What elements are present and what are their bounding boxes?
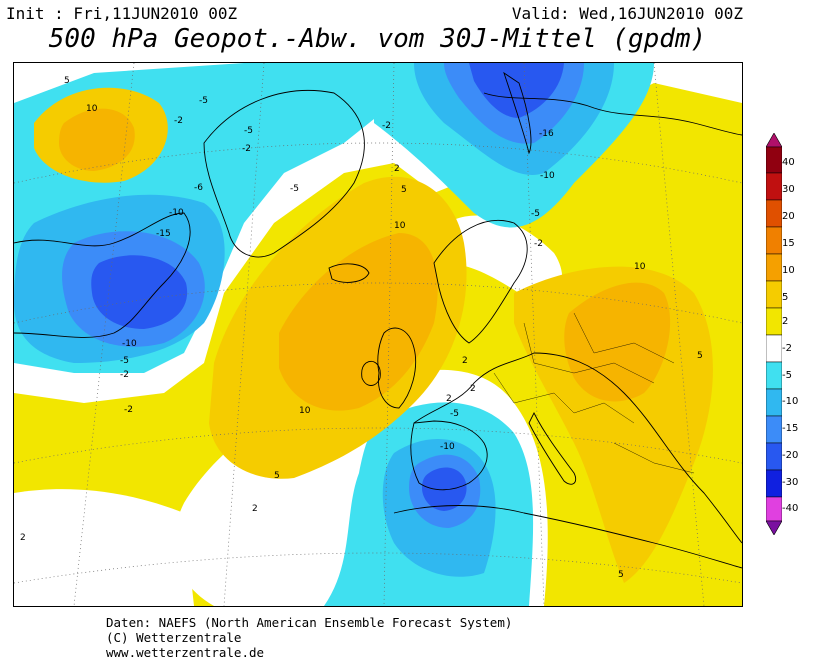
contour-label: 5	[274, 471, 280, 481]
colorbar-label: 10	[782, 265, 795, 276]
contour-label: -5	[290, 184, 299, 194]
contour-label: 5	[697, 351, 703, 361]
colorbar-label: -30	[782, 477, 799, 488]
contour-label: -2	[174, 116, 183, 126]
contour-label: -5	[450, 409, 459, 419]
footer-website-link[interactable]: www.wetterzentrale.de	[106, 645, 265, 660]
contour-label: 2	[462, 356, 468, 366]
anomaly-map: 5 10 -5 -2 -5 -2 -6 -10 -15 -10 -5 -2 -2…	[13, 62, 743, 607]
contour-label: -10	[169, 208, 184, 218]
contour-label: 10	[86, 104, 98, 114]
contour-label: 5	[618, 570, 624, 580]
contour-label: -16	[539, 129, 554, 139]
contour-label: -15	[156, 229, 171, 239]
colorbar-label: -15	[782, 423, 799, 434]
contour-label: 5	[64, 76, 70, 86]
contour-label: -10	[540, 171, 555, 181]
colorbar-label: 15	[782, 238, 795, 249]
valid-time: Valid: Wed,16JUN2010 00Z	[511, 4, 743, 23]
contour-label: 2	[252, 504, 258, 514]
colorbar-label: 30	[782, 184, 795, 195]
colorbar-label: -5	[782, 370, 792, 381]
contour-label: -5	[244, 126, 253, 136]
contour-label: -5	[120, 356, 129, 366]
contour-label: -2	[534, 239, 543, 249]
contour-label: 10	[394, 221, 406, 231]
footer-copyright: (C) Wetterzentrale	[106, 630, 242, 645]
contour-label: -2	[124, 405, 133, 415]
contour-label: -10	[440, 442, 455, 452]
color-scale-bar	[765, 132, 783, 536]
map-title: 500 hPa Geopot.-Abw. vom 30J-Mittel (gpd…	[48, 24, 707, 54]
colorbar-label: 5	[782, 292, 789, 303]
contour-label: -2	[382, 121, 391, 131]
colorbar-label: -40	[782, 503, 799, 514]
contour-label: -5	[199, 96, 208, 106]
colorbar-label: 20	[782, 211, 795, 222]
init-time: Init : Fri,11JUN2010 00Z	[6, 4, 238, 23]
contour-label: 2	[20, 533, 26, 543]
colorbar-label: 40	[782, 157, 795, 168]
colorbar-label: -20	[782, 450, 799, 461]
contour-label: -2	[120, 370, 129, 380]
colorbar-label: -2	[782, 343, 792, 354]
contour-label: 2	[446, 394, 452, 404]
colorbar-label: 2	[782, 316, 789, 327]
contour-label: -10	[122, 339, 137, 349]
colorbar-label: -10	[782, 396, 799, 407]
contour-label: 10	[634, 262, 646, 272]
contour-label: 2	[470, 384, 476, 394]
contour-label: 2	[394, 164, 400, 174]
contour-label: 5	[401, 185, 407, 195]
contour-label: 10	[299, 406, 311, 416]
contour-label: -2	[242, 144, 251, 154]
footer-credits: Daten: NAEFS (North American Ensemble Fo…	[106, 615, 512, 660]
footer-data-source: Daten: NAEFS (North American Ensemble Fo…	[106, 615, 513, 630]
contour-label: -5	[531, 209, 540, 219]
contour-label: -6	[194, 183, 203, 193]
